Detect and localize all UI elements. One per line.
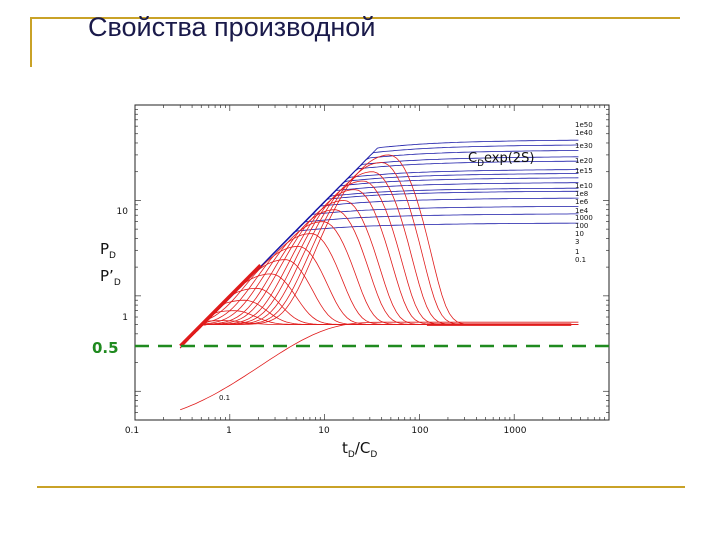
y-axis-label-pressure: PD (100, 240, 116, 261)
derivative-low-label: 0.1 (219, 394, 230, 402)
parameter-label: 1e10 (575, 182, 593, 190)
derivative-curve (179, 287, 579, 349)
parameter-label: 10 (575, 230, 584, 238)
family-label: CDexp(2S) (468, 151, 534, 169)
plot-frame (134, 104, 610, 421)
parameter-label: 1e50 (575, 121, 593, 129)
x-tick-label: 100 (411, 426, 428, 436)
parameter-label: 100 (575, 222, 588, 230)
y-axis-label-derivative: P’D (100, 267, 121, 288)
parameter-label: 1000 (575, 214, 593, 222)
y-tick-label: 1 (122, 313, 128, 323)
parameter-label: 1e20 (575, 157, 593, 165)
derivative-curve (179, 310, 579, 349)
unit-slope-emphasis (179, 264, 262, 347)
parameter-label: 1e30 (575, 142, 593, 150)
x-axis-label: tD/CD (342, 439, 377, 460)
derivative-curve (179, 209, 579, 349)
pressure-curve (179, 213, 579, 349)
reference-line-label: 0.5 (92, 339, 119, 357)
derivative-curve (179, 245, 579, 349)
x-tick-label: 10 (318, 426, 330, 436)
pressure-curve (179, 139, 579, 349)
decor-bar-top (30, 17, 680, 19)
pressure-curve (179, 150, 579, 349)
minor-ticks (134, 105, 609, 421)
derivative-curve-low (180, 321, 579, 411)
y-tick-label: 10 (117, 207, 129, 217)
pressure-curve (179, 206, 579, 349)
x-tick-label: 1 (226, 426, 232, 436)
parameter-label: 3 (575, 238, 579, 246)
parameter-labels: 1e501e401e301e201e151e101e81e61e41000100… (575, 121, 593, 264)
parameter-label: 1e8 (575, 190, 588, 198)
decor-bar-left (30, 17, 32, 67)
x-tick-label: 1000 (504, 426, 527, 436)
curves-group (179, 139, 579, 411)
parameter-label: 1 (575, 248, 579, 256)
x-tick-label: 0.1 (125, 426, 139, 436)
derivative-curve (179, 259, 579, 349)
parameter-label: 1e6 (575, 198, 589, 206)
slide-title: Свойства производной (88, 12, 376, 42)
parameter-label: 1e4 (575, 207, 589, 215)
derivative-curve (179, 233, 579, 349)
derivative-curve (179, 180, 579, 349)
parameter-label: 0.1 (575, 256, 586, 264)
pressure-curve (179, 144, 579, 349)
parameter-label: 1e40 (575, 129, 593, 137)
decor-bar-bottom (37, 486, 685, 488)
parameter-label: 1e15 (575, 167, 593, 175)
